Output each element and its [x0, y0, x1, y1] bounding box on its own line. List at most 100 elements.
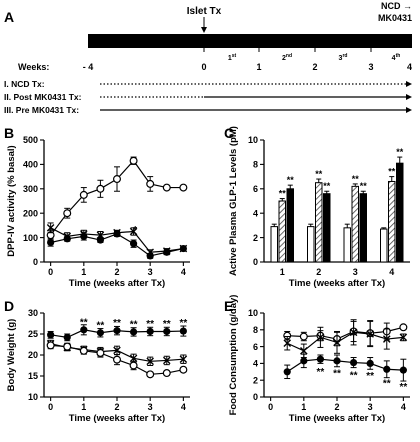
weeks-label: Weeks:	[18, 62, 49, 72]
data-point	[316, 355, 325, 363]
y-tick-label: 6	[253, 342, 258, 352]
data-point	[283, 368, 291, 376]
week-tick-label: - 4	[83, 62, 94, 72]
islet-tx-label: Islet Tx	[187, 6, 222, 17]
x-axis-label: Time (weeks after Tx)	[289, 413, 385, 424]
y-tick-label: 8	[253, 325, 258, 335]
x-tick-label: 3	[368, 402, 373, 412]
y-tick-label: 4	[253, 359, 258, 369]
week-tick-ordinal: th	[396, 53, 401, 59]
bar-hatched	[388, 180, 396, 263]
y-tick-label: 10	[248, 308, 258, 318]
x-tick-label: 1	[81, 267, 86, 277]
group-line-arrowhead	[406, 94, 412, 100]
data-point	[146, 370, 155, 379]
significance-marker: **	[350, 370, 358, 381]
series-open-circle	[46, 341, 188, 379]
mk0431-label: MK0431	[378, 13, 412, 23]
data-point	[349, 328, 358, 337]
data-point	[366, 359, 374, 367]
data-point	[63, 342, 72, 351]
data-point	[349, 358, 358, 367]
data-point	[63, 333, 71, 341]
significance-marker: **	[317, 367, 325, 378]
data-point	[162, 183, 171, 192]
week-tick-label: 2	[312, 62, 317, 72]
data-point	[399, 333, 408, 342]
y-tick-label: 8	[253, 160, 258, 170]
data-point	[96, 329, 105, 337]
data-point	[179, 244, 187, 253]
y-tick-label: 500	[23, 135, 38, 145]
y-tick-label: 25	[28, 329, 38, 339]
significance-marker: **	[163, 319, 171, 330]
series-open-circle	[46, 156, 188, 241]
data-point	[63, 235, 71, 243]
data-point	[146, 327, 154, 336]
x-tick-label: 4	[401, 402, 406, 412]
group-label: II. Post MK0431 Tx:	[4, 92, 82, 102]
data-point	[300, 357, 308, 365]
x-tick-label: 0	[268, 402, 273, 412]
y-axis-label: DPP-IV activity (% basal)	[6, 145, 17, 256]
significance-marker: **	[287, 175, 295, 185]
data-point	[162, 356, 171, 365]
bar-open	[380, 228, 388, 263]
data-point	[163, 248, 171, 256]
y-tick-label: 10	[28, 392, 38, 402]
y-tick-label: 400	[23, 160, 38, 170]
significance-marker: **	[97, 320, 105, 331]
week-tick-label: 0	[201, 62, 206, 72]
data-point	[80, 326, 88, 334]
week-tick-label: 1	[256, 62, 261, 72]
week-tick-ordinal: st	[232, 53, 237, 59]
data-point	[399, 323, 408, 332]
week-tick-number: 3	[339, 55, 343, 62]
panel-label: E	[224, 298, 233, 314]
chart-panel-b: B 0 100 200 300 400 500 DPP-IV activity (% basa…	[4, 125, 190, 289]
data-point	[179, 327, 187, 335]
data-point	[47, 331, 55, 339]
bar-open	[307, 226, 315, 263]
y-axis-label: Food Consumption (g/day)	[228, 295, 239, 416]
y-tick-label: 200	[23, 208, 38, 218]
bar-solid	[286, 188, 294, 263]
data-point	[316, 333, 325, 342]
y-tick-label: 0	[253, 392, 258, 402]
data-point	[112, 355, 121, 364]
significance-marker: **	[323, 181, 331, 191]
y-tick-label: 100	[23, 233, 38, 243]
chart-panel-e: E 0 2 4 6 8 10 Food Consumption (g/day) Time (we…	[224, 295, 410, 424]
data-point	[382, 335, 391, 343]
group-line-arrowhead	[406, 81, 412, 87]
data-point	[383, 365, 391, 373]
x-tick-label: 1	[81, 402, 86, 412]
y-tick-label: 0	[253, 257, 258, 267]
x-tick-label: 2	[114, 267, 119, 277]
data-point	[129, 240, 138, 248]
series-filled-circle	[47, 230, 187, 260]
week-tick-number: 2	[312, 62, 317, 72]
y-axis-label: Active Plasma GLP-1 Levels (pM)	[228, 126, 239, 276]
x-tick-label: 2	[316, 267, 321, 277]
y-tick-label: 2	[253, 375, 258, 385]
x-tick-label: 4	[181, 402, 186, 412]
bar-open	[343, 227, 351, 263]
data-point	[46, 224, 55, 232]
data-point	[299, 332, 308, 341]
data-point	[129, 354, 138, 363]
significance-marker: **	[113, 318, 121, 329]
x-tick-label: 2	[334, 402, 339, 412]
data-point	[113, 346, 121, 355]
group-line-arrowhead	[406, 107, 412, 113]
y-tick-label: 2	[253, 233, 258, 243]
x-axis-label: Time (weeks after Tx)	[69, 413, 165, 424]
week-tick-number: 4	[392, 55, 396, 62]
x-tick-label: 2	[114, 402, 119, 412]
data-point	[283, 339, 292, 348]
significance-marker: **	[179, 318, 187, 329]
data-point	[162, 369, 171, 378]
y-tick-label: 15	[28, 371, 38, 381]
data-point	[47, 238, 55, 247]
